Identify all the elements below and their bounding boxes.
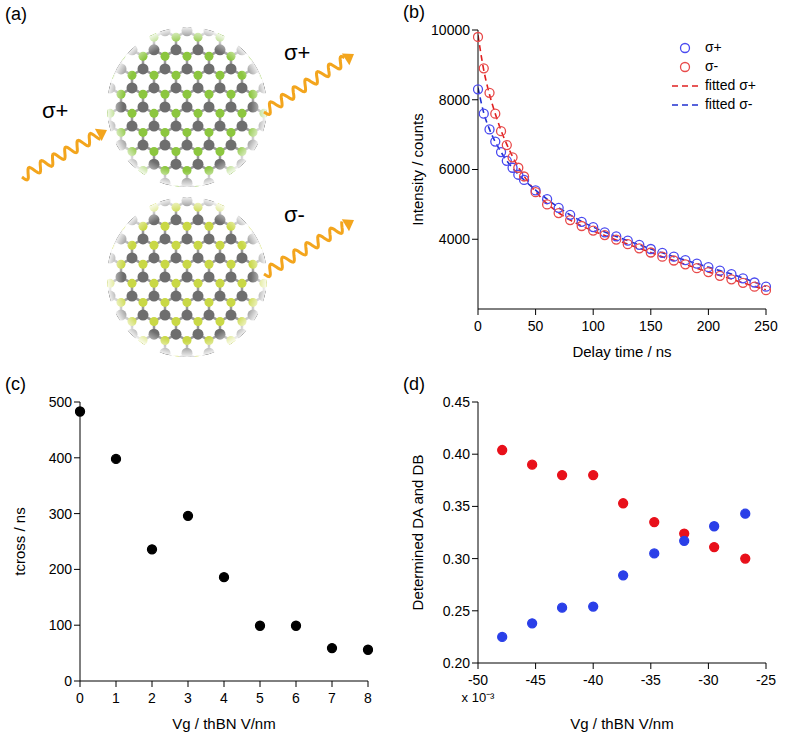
svg-text:50: 50 bbox=[528, 318, 544, 334]
svg-text:4000: 4000 bbox=[439, 231, 470, 247]
svg-text:σ+: σ+ bbox=[42, 98, 68, 123]
svg-text:-30: -30 bbox=[698, 672, 718, 688]
svg-text:5: 5 bbox=[256, 690, 264, 706]
html-text:fitted σ+: fitted σ+ bbox=[704, 77, 756, 93]
svg-text:0: 0 bbox=[76, 690, 84, 706]
svg-text:200: 200 bbox=[49, 561, 73, 577]
svg-text:7: 7 bbox=[328, 690, 336, 706]
svg-text:Delay time / ns: Delay time / ns bbox=[572, 343, 671, 360]
svg-text:-25: -25 bbox=[756, 672, 776, 688]
svg-text:0.25: 0.25 bbox=[443, 603, 470, 619]
svg-text:200: 200 bbox=[697, 318, 721, 334]
svg-text:3: 3 bbox=[184, 690, 192, 706]
svg-text:-45: -45 bbox=[525, 672, 545, 688]
svg-text:tcross / ns: tcross / ns bbox=[11, 507, 28, 575]
svg-text:σ-: σ- bbox=[284, 202, 305, 227]
svg-text:400: 400 bbox=[49, 450, 73, 466]
svg-text:0.35: 0.35 bbox=[443, 498, 470, 514]
svg-text:Vg / thBN V/nm: Vg / thBN V/nm bbox=[570, 715, 673, 732]
html-text:(b): (b) bbox=[403, 2, 425, 22]
html-text:σ+: σ+ bbox=[704, 39, 722, 55]
svg-text:x 10⁻³: x 10⁻³ bbox=[462, 690, 496, 705]
svg-text:0.20: 0.20 bbox=[443, 655, 470, 671]
svg-text:6000: 6000 bbox=[439, 161, 470, 177]
svg-text:10000: 10000 bbox=[431, 22, 470, 38]
svg-text:0.30: 0.30 bbox=[443, 551, 470, 567]
svg-text:Determined DA and DB: Determined DA and DB bbox=[409, 455, 426, 611]
svg-text:2: 2 bbox=[148, 690, 156, 706]
svg-text:Vg / thBN V/nm: Vg / thBN V/nm bbox=[172, 715, 275, 732]
svg-text:0: 0 bbox=[474, 318, 482, 334]
html-text:σ-: σ- bbox=[704, 58, 719, 74]
svg-text:1: 1 bbox=[112, 690, 120, 706]
html-text:(c): (c) bbox=[5, 374, 26, 394]
svg-text:500: 500 bbox=[49, 394, 73, 410]
svg-text:0.40: 0.40 bbox=[443, 446, 470, 462]
html-text:fitted σ-: fitted σ- bbox=[704, 96, 753, 112]
svg-text:σ+: σ+ bbox=[284, 40, 310, 65]
svg-text:-35: -35 bbox=[641, 672, 661, 688]
svg-text:Intensity / counts: Intensity / counts bbox=[409, 113, 426, 226]
svg-text:250: 250 bbox=[754, 318, 778, 334]
svg-text:8: 8 bbox=[364, 690, 372, 706]
svg-text:0: 0 bbox=[64, 673, 72, 689]
svg-text:150: 150 bbox=[639, 318, 663, 334]
svg-text:100: 100 bbox=[582, 318, 606, 334]
svg-text:(a): (a) bbox=[5, 4, 27, 24]
svg-text:100: 100 bbox=[49, 617, 73, 633]
svg-text:0.45: 0.45 bbox=[443, 394, 470, 410]
svg-text:6: 6 bbox=[292, 690, 300, 706]
svg-text:4: 4 bbox=[220, 690, 228, 706]
svg-text:8000: 8000 bbox=[439, 92, 470, 108]
html-text:(d): (d) bbox=[403, 374, 425, 394]
svg-text:-50: -50 bbox=[468, 672, 488, 688]
svg-text:300: 300 bbox=[49, 506, 73, 522]
svg-text:-40: -40 bbox=[583, 672, 603, 688]
